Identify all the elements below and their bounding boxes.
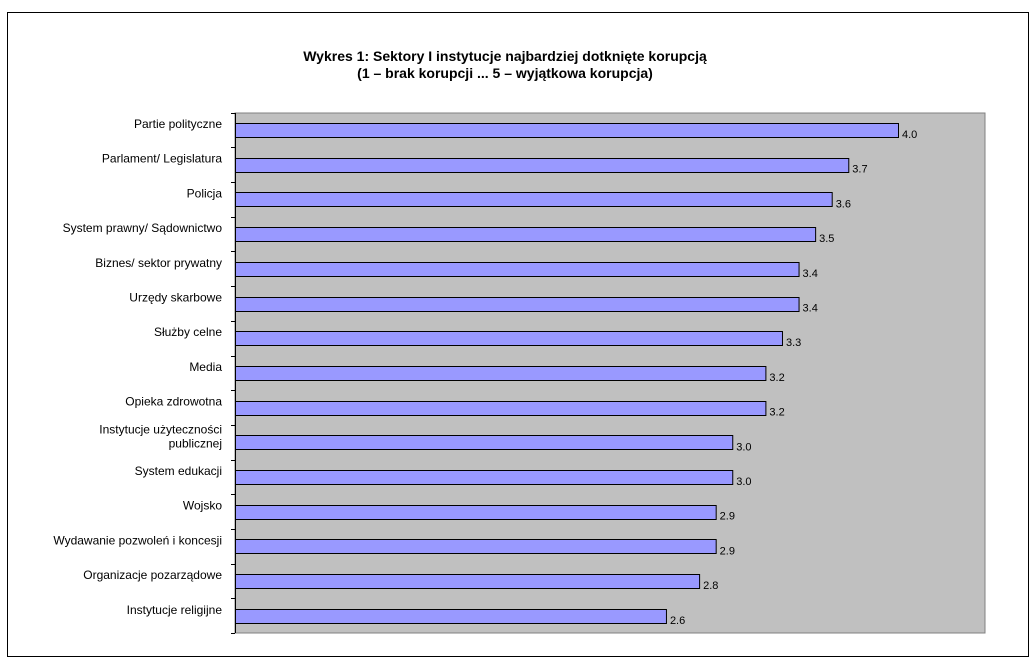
bar-value-label: 3.5 [819, 233, 834, 245]
bar [235, 366, 767, 381]
bar [235, 331, 783, 346]
bar-value-label: 3.2 [769, 407, 784, 419]
bar [235, 609, 667, 624]
category-label: publicznej [169, 436, 222, 450]
bar-value-label: 3.0 [736, 476, 751, 488]
bar [235, 227, 817, 242]
bar [235, 123, 899, 138]
bar-value-label: 2.9 [720, 511, 735, 523]
bar-value-label: 2.9 [720, 545, 735, 557]
bar-value-label: 3.6 [836, 198, 851, 210]
bar [235, 505, 717, 520]
bar [235, 435, 734, 450]
bar-value-label: 2.8 [703, 580, 718, 592]
category-label: Media [189, 360, 222, 374]
bar [235, 192, 833, 207]
bar [235, 262, 800, 277]
bar [235, 470, 734, 485]
bar [235, 297, 800, 312]
bar [235, 401, 767, 416]
category-label: Policja [187, 186, 223, 200]
category-label: System prawny/ Sądownictwo [63, 221, 223, 235]
bar [235, 158, 850, 173]
bar-value-label: 3.4 [803, 303, 818, 315]
bar-value-label: 3.3 [786, 337, 801, 349]
category-label: Instytucje religijne [127, 603, 223, 617]
category-label: Opieka zdrowotna [125, 395, 222, 409]
bar [235, 539, 717, 554]
category-label: Parlament/ Legislatura [102, 152, 222, 166]
bar-value-label: 3.0 [736, 441, 751, 453]
category-label: Wydawanie pozwoleń i koncesji [53, 533, 222, 547]
category-label: Wojsko [183, 499, 222, 513]
bar-value-label: 3.4 [803, 268, 818, 280]
category-label: Biznes/ sektor prywatny [95, 256, 222, 270]
category-label: Instytucje użyteczności [99, 422, 222, 436]
category-label: Organizacje pozarządowe [83, 568, 222, 582]
bar-value-label: 4.0 [902, 129, 917, 141]
category-label: System edukacji [135, 464, 222, 478]
bar [235, 574, 701, 589]
category-label: Partie polityczne [134, 117, 222, 131]
bar-value-label: 3.2 [769, 372, 784, 384]
chart-subtitle: (1 – brak korupcji ... 5 – wyjątkowa kor… [357, 65, 653, 81]
category-label: Urzędy skarbowe [129, 291, 222, 305]
bar-value-label: 2.6 [670, 615, 685, 627]
category-label: Służby celne [154, 325, 222, 339]
bar-value-label: 3.7 [852, 164, 867, 176]
chart-title: Wykres 1: Sektory I instytucje najbardzi… [303, 48, 707, 64]
